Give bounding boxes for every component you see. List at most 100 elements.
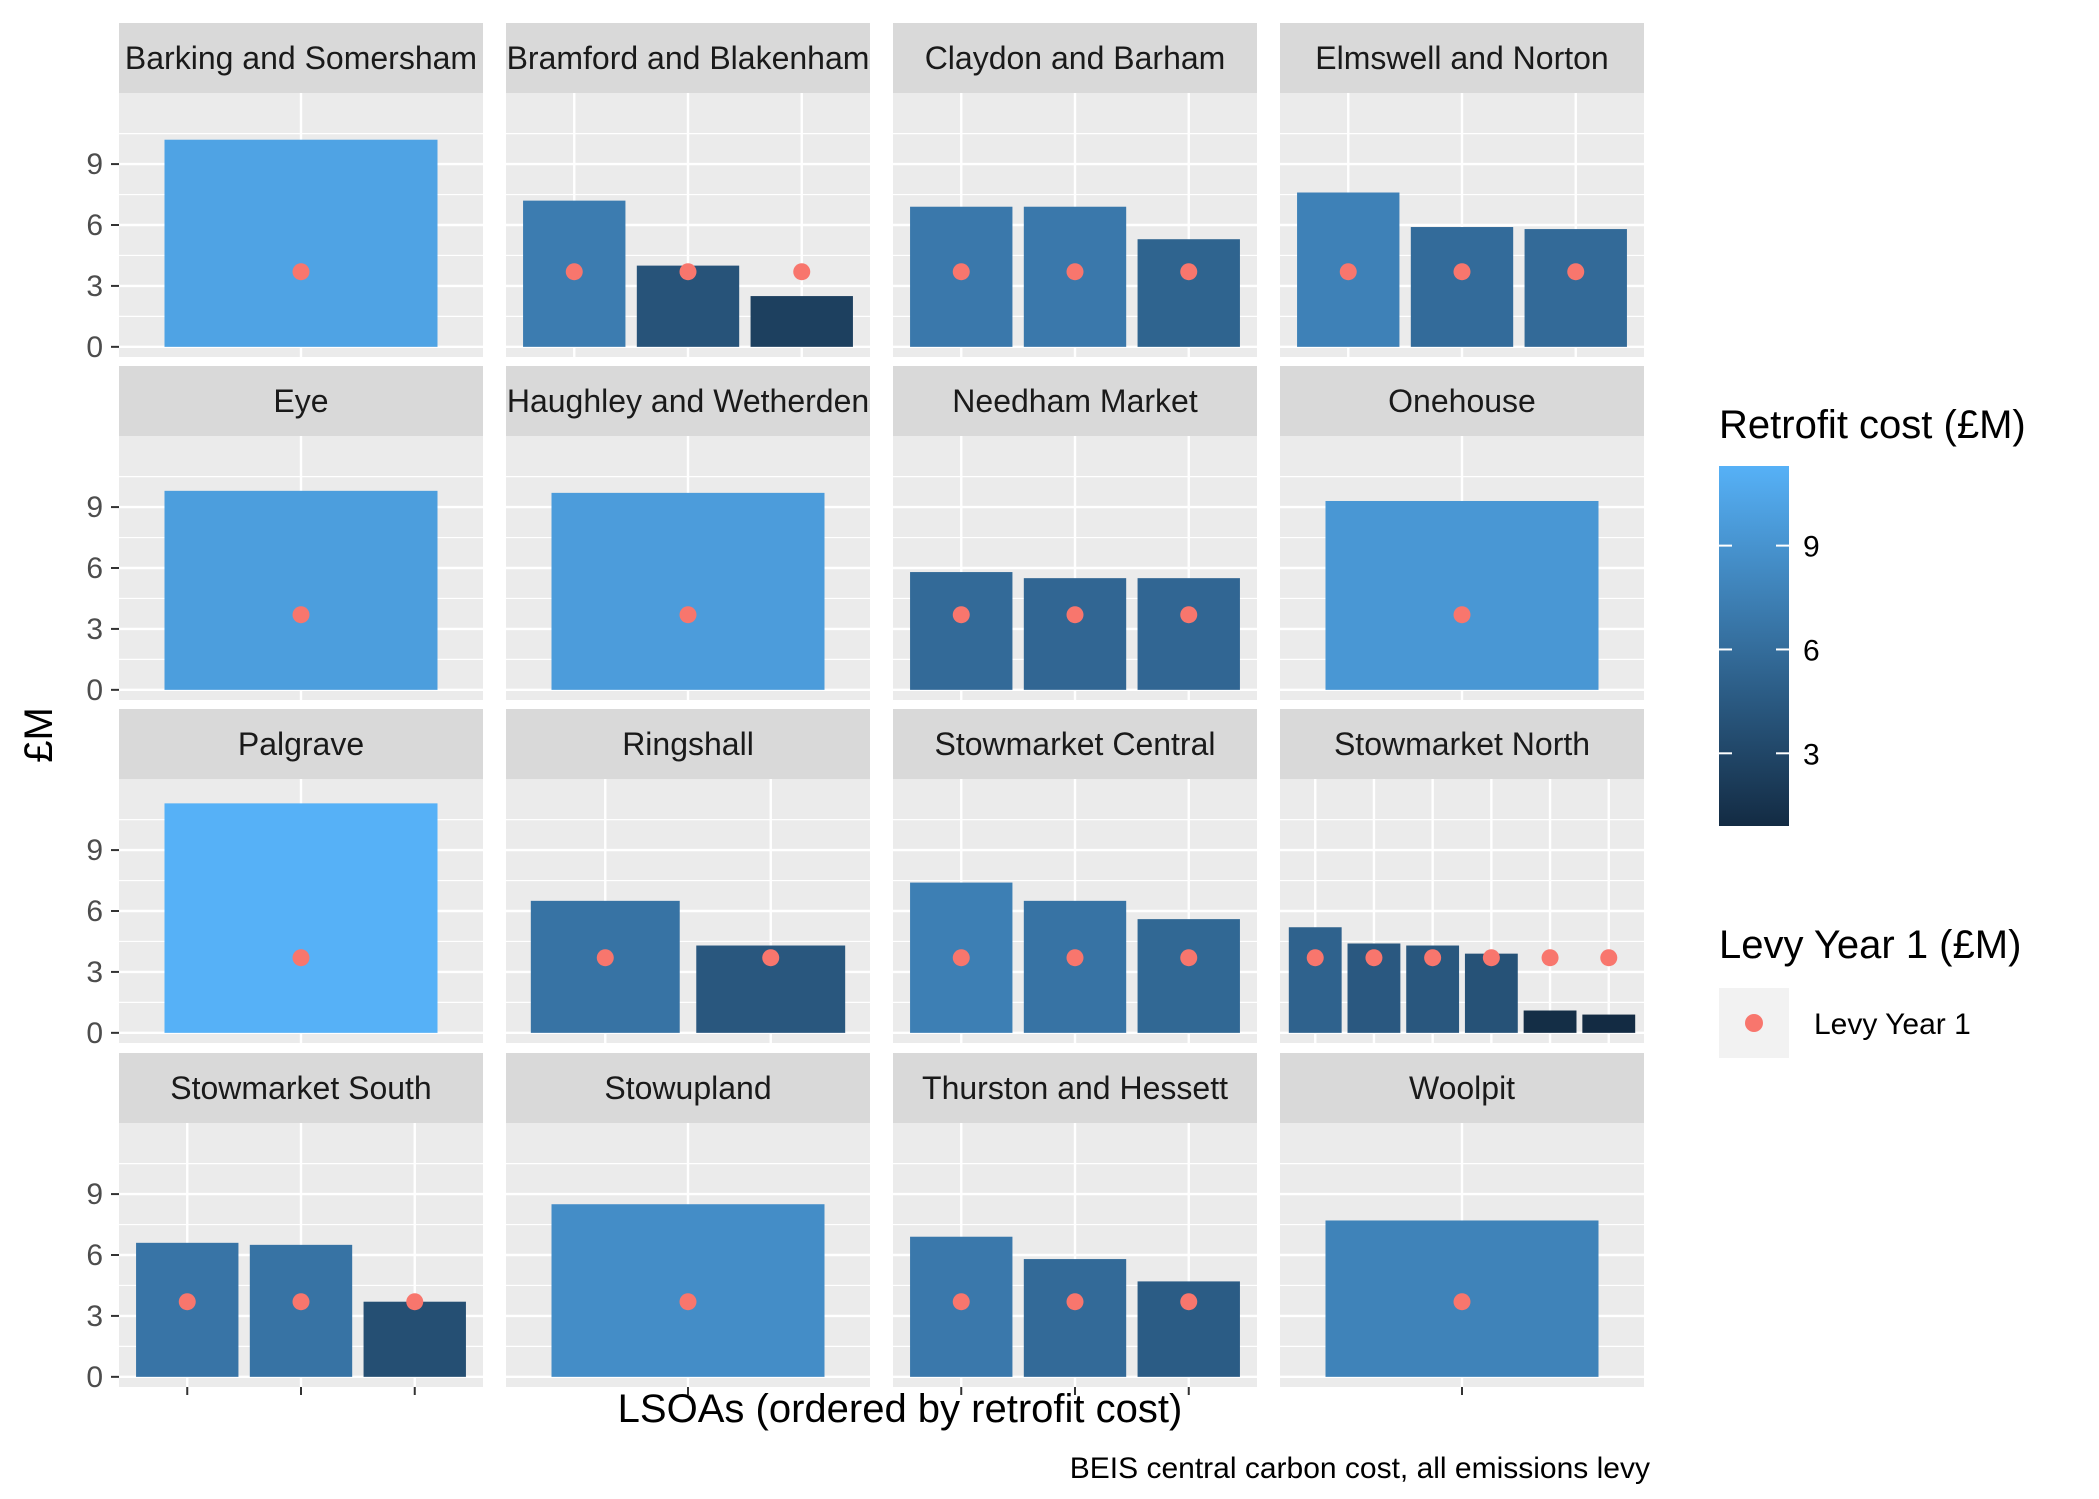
levy-point xyxy=(952,606,970,624)
levy-point xyxy=(1306,949,1324,967)
bar xyxy=(164,139,438,347)
x-axis-title: LSOAs (ordered by retrofit cost) xyxy=(618,1387,1183,1431)
facet-strip xyxy=(119,1053,483,1123)
levy-point xyxy=(793,263,811,281)
bar xyxy=(363,1301,466,1377)
facet-panel: Stowmarket North xyxy=(1280,709,1644,1064)
levy-point xyxy=(1453,263,1471,281)
facet-strip xyxy=(119,23,483,93)
facet-strip-title: Bramford and Blakenham xyxy=(507,40,870,76)
bar xyxy=(551,492,825,690)
bar xyxy=(1023,900,1127,1033)
y-tick-label: 0 xyxy=(86,1361,103,1394)
facet-strip xyxy=(1280,366,1644,436)
y-tick-label: 0 xyxy=(86,674,103,707)
facet-strip-title: Palgrave xyxy=(238,726,364,762)
bar xyxy=(1023,1259,1127,1377)
levy-point xyxy=(1339,263,1357,281)
levy-point xyxy=(1424,949,1442,967)
bar xyxy=(551,1204,825,1377)
facet-panel: Stowmarket South 0 3 6 9 xyxy=(86,1053,483,1408)
y-tick-label: 6 xyxy=(86,209,103,242)
y-axis-title: £M xyxy=(17,707,61,763)
facet-strip xyxy=(893,366,1257,436)
facet-strip xyxy=(506,366,870,436)
y-tick-label: 6 xyxy=(86,895,103,928)
facet-panel: Barking and Somersham 0 3 6 9 xyxy=(86,23,483,378)
colorbar-tick-label: 3 xyxy=(1803,738,1820,771)
levy-point xyxy=(679,263,697,281)
facet-panel: Stowmarket Central xyxy=(893,709,1257,1064)
bar xyxy=(1137,239,1240,347)
facet-panel: Ringshall xyxy=(506,709,870,1064)
levy-point xyxy=(1482,949,1500,967)
facet-panel: Elmswell and Norton xyxy=(1280,23,1644,378)
levy-point xyxy=(596,949,614,967)
levy-point xyxy=(1365,949,1383,967)
facet-strip-title: Stowmarket Central xyxy=(935,726,1216,762)
bar xyxy=(164,803,438,1033)
facet-strip xyxy=(1280,1053,1644,1123)
bar xyxy=(750,296,853,347)
levy-point xyxy=(565,263,583,281)
bar xyxy=(1023,578,1127,690)
facet-panel: Bramford and Blakenham xyxy=(506,23,870,378)
y-tick-label: 0 xyxy=(86,1017,103,1050)
facet-strip-title: Thurston and Hessett xyxy=(922,1070,1228,1106)
bar xyxy=(910,572,1013,690)
facet-strip-title: Stowmarket South xyxy=(170,1070,431,1106)
facet-panel: Eye 0 3 6 9 xyxy=(86,366,483,721)
point-legend-marker xyxy=(1745,1014,1763,1032)
facet-strip-title: Woolpit xyxy=(1409,1070,1515,1106)
bar xyxy=(1137,919,1240,1033)
levy-point xyxy=(178,1293,196,1311)
bar xyxy=(1137,578,1240,690)
levy-point xyxy=(1180,263,1198,281)
caption: BEIS central carbon cost, all emissions … xyxy=(1070,1452,1650,1485)
levy-point xyxy=(292,606,310,624)
y-tick-label: 3 xyxy=(86,956,103,989)
bar xyxy=(1325,500,1599,690)
levy-point xyxy=(679,606,697,624)
bar xyxy=(1410,227,1514,347)
colorbar-tick-label: 6 xyxy=(1803,634,1820,667)
levy-point xyxy=(1066,949,1084,967)
facet-strip xyxy=(893,23,1257,93)
levy-point xyxy=(1066,263,1084,281)
levy-point xyxy=(292,263,310,281)
fill-legend-title: Retrofit cost (£M) xyxy=(1719,403,2026,447)
y-tick-label: 6 xyxy=(86,552,103,585)
facet-strip-title: Haughley and Wetherden xyxy=(507,383,869,419)
y-tick-label: 9 xyxy=(86,491,103,524)
y-tick-label: 9 xyxy=(86,148,103,181)
levy-point xyxy=(952,949,970,967)
point-legend-label: Levy Year 1 xyxy=(1814,1008,1971,1041)
facet-strip xyxy=(506,709,870,779)
fill-legend-colorbar xyxy=(1719,466,1789,826)
facet-strip-title: Needham Market xyxy=(952,383,1198,419)
facet-strip-title: Stowupland xyxy=(604,1070,771,1106)
facet-panel: Woolpit xyxy=(1280,1053,1644,1408)
facet-strip xyxy=(893,1053,1257,1123)
levy-point xyxy=(1453,1293,1471,1311)
levy-point xyxy=(1600,949,1618,967)
y-tick-label: 9 xyxy=(86,1178,103,1211)
facet-strip-title: Barking and Somersham xyxy=(125,40,477,76)
fill-legend-ticks: 3 6 9 xyxy=(1719,531,1820,771)
y-tick-label: 6 xyxy=(86,1239,103,1272)
levy-point xyxy=(1541,949,1559,967)
facet-panel: Onehouse xyxy=(1280,366,1644,721)
levy-point xyxy=(1567,263,1585,281)
y-tick-label: 9 xyxy=(86,834,103,867)
y-tick-label: 3 xyxy=(86,613,103,646)
facet-panel: Palgrave 0 3 6 9 xyxy=(86,709,483,1064)
levy-point xyxy=(952,263,970,281)
levy-point xyxy=(406,1293,424,1311)
levy-point xyxy=(1180,949,1198,967)
bar xyxy=(1523,1010,1577,1033)
levy-point xyxy=(292,1293,310,1311)
bar xyxy=(1582,1014,1636,1033)
facet-strip-title: Ringshall xyxy=(622,726,754,762)
y-tick-label: 0 xyxy=(86,331,103,364)
bar xyxy=(1288,927,1342,1033)
